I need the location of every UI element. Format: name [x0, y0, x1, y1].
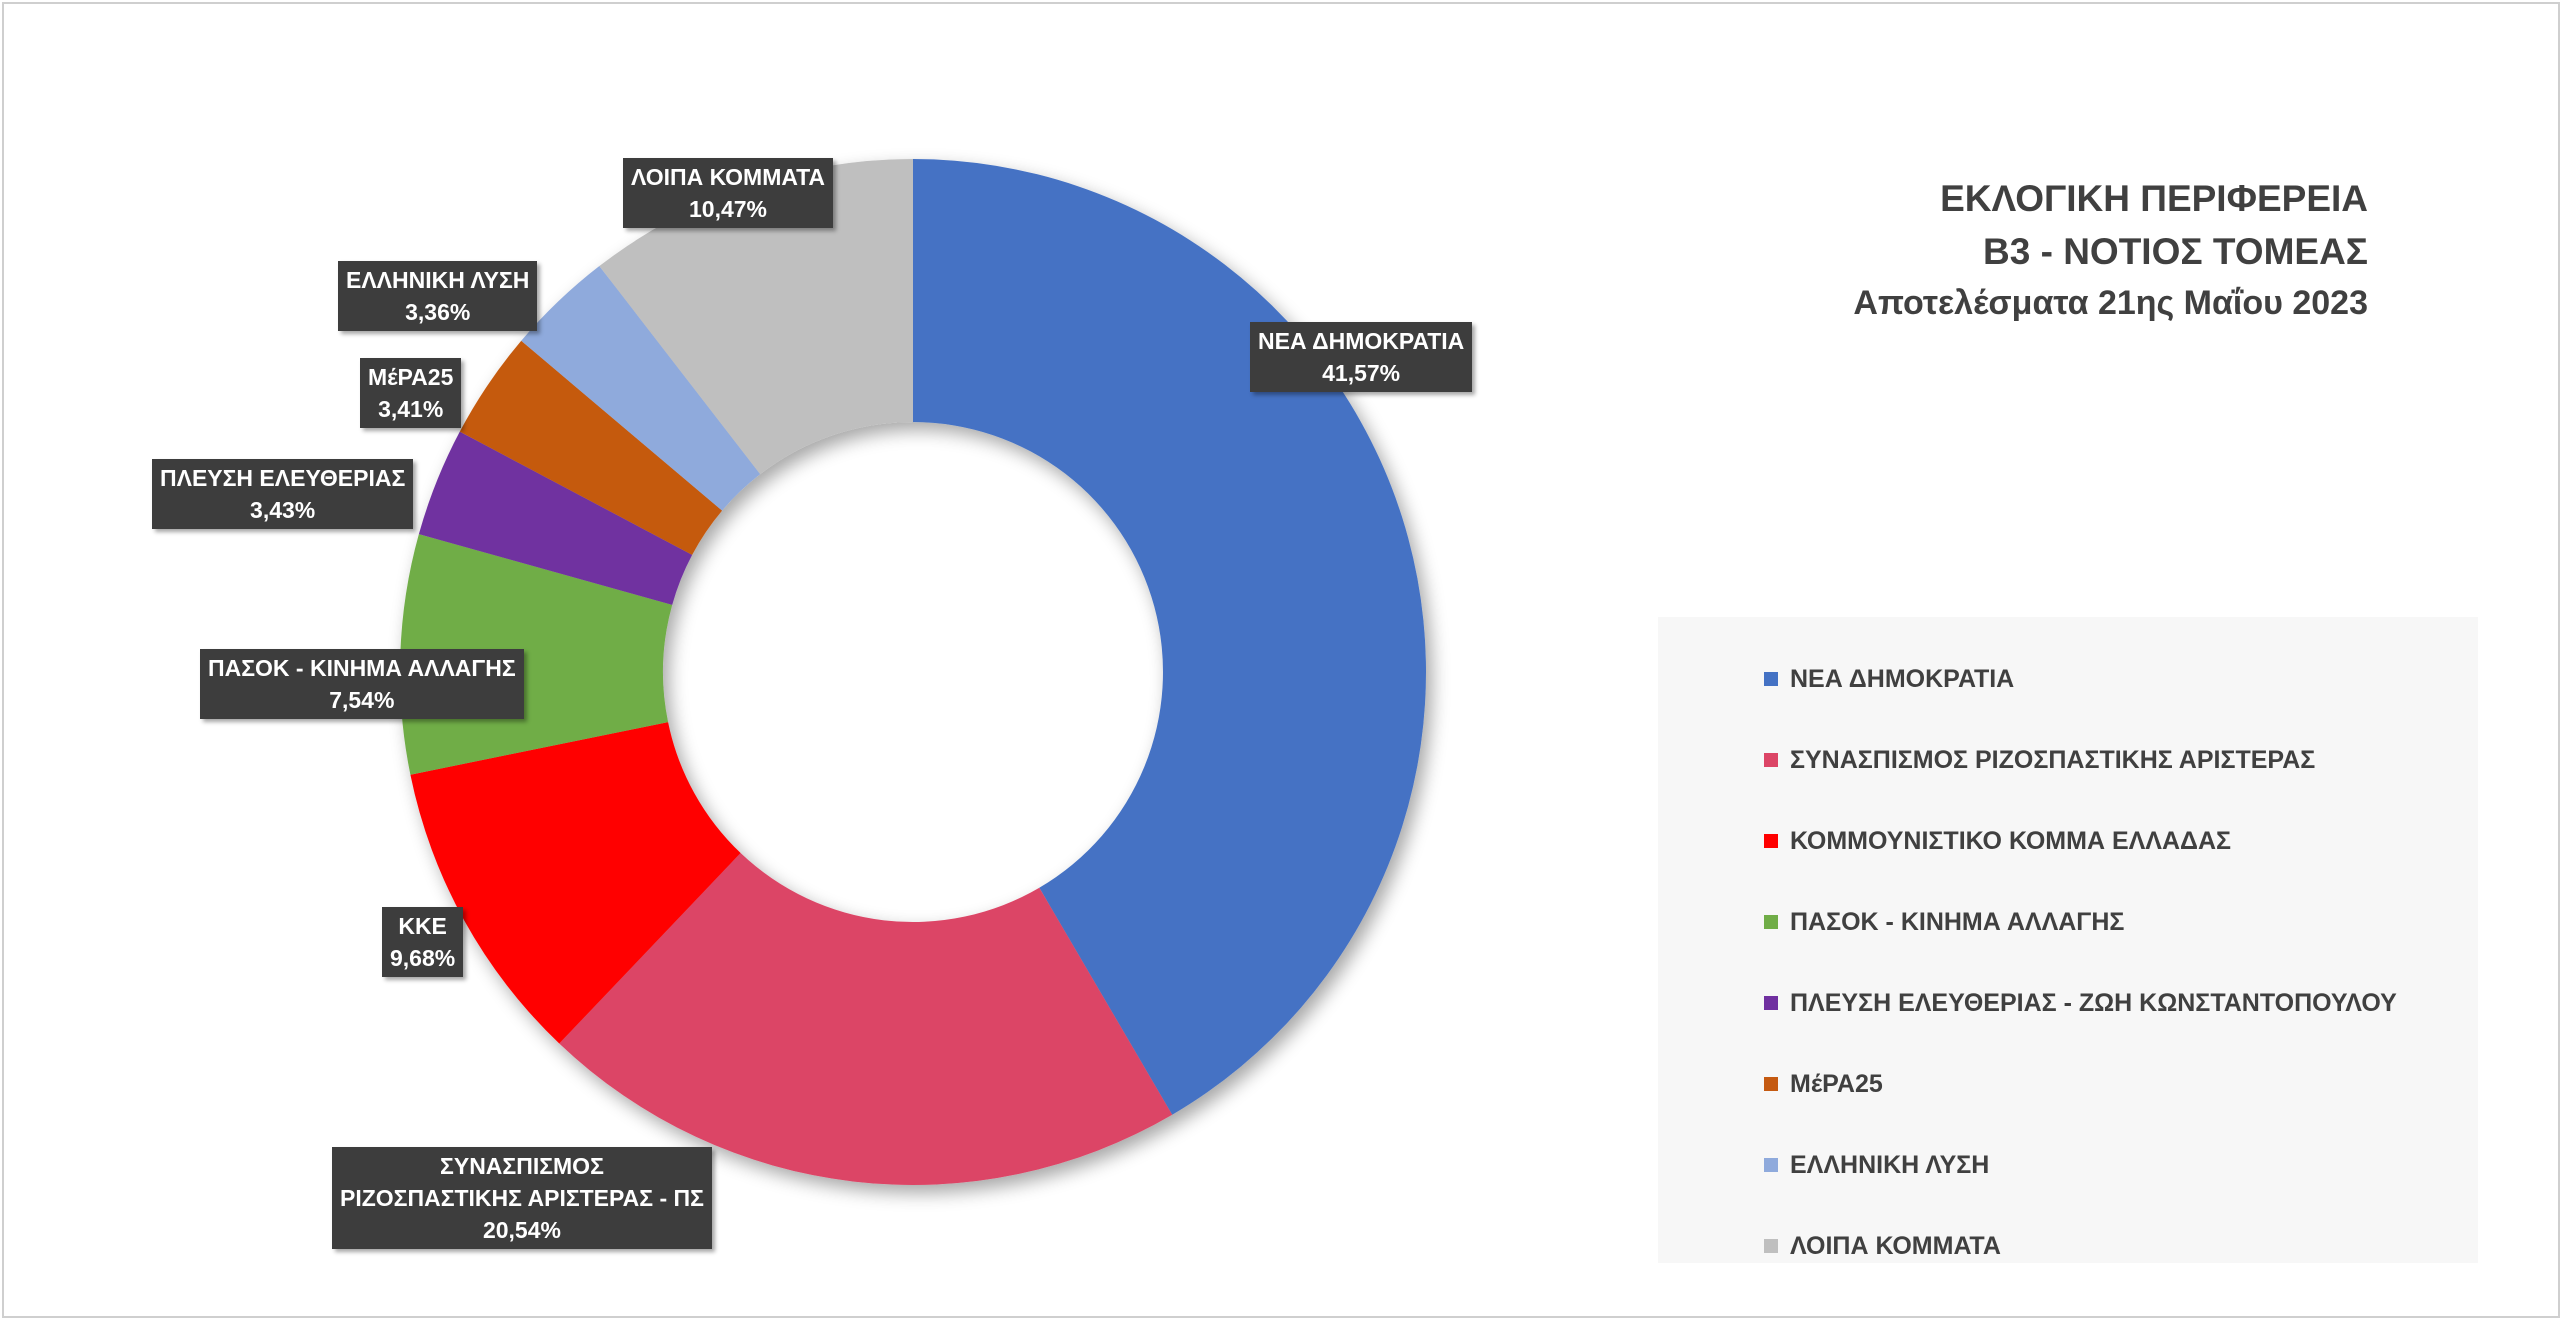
data-label-value: 41,57%	[1322, 360, 1401, 386]
legend-swatch	[1764, 672, 1778, 686]
data-label-name-line: ΛΟΙΠΑ ΚΟΜΜΑΤΑ	[631, 164, 826, 190]
slice-1	[559, 853, 1173, 1186]
legend: ΝΕΑ ΔΗΜΟΚΡΑΤΙΑ ΣΥΝΑΣΠΙΣΜΟΣ ΡΙΖΟΣΠΑΣΤΙΚΗΣ …	[1658, 617, 2478, 1263]
data-label-name-line: ΠΑΣΟΚ - ΚΙΝΗΜΑ ΑΛΛΑΓΗΣ	[208, 655, 516, 681]
data-label-0: ΝΕΑ ΔΗΜΟΚΡΑΤΙΑ 41,57%	[1250, 322, 1473, 392]
data-label-value: 20,54%	[482, 1217, 561, 1243]
title-line-2: Β3 - ΝΟΤΙΟΣ ΤΟΜΕΑΣ	[1983, 231, 2368, 272]
title-line-3: Αποτελέσματα 21ης Μαΐου 2023	[1853, 284, 2368, 322]
data-label-name-line: ΝΕΑ ΔΗΜΟΚΡΑΤΙΑ	[1258, 328, 1465, 354]
legend-item: ΣΥΝΑΣΠΙΣΜΟΣ ΡΙΖΟΣΠΑΣΤΙΚΗΣ ΑΡΙΣΤΕΡΑΣ	[1764, 740, 2315, 780]
legend-item: ΜέΡΑ25	[1764, 1064, 1883, 1104]
slice-7	[599, 159, 913, 475]
legend-label: ΠΛΕΥΣΗ ΕΛΕΥΘΕΡΙΑΣ - ΖΩΗ ΚΩΝΣΤΑΝΤΟΠΟΥΛΟΥ	[1790, 988, 2397, 1017]
legend-label: ΜέΡΑ25	[1790, 1069, 1883, 1098]
data-label-value: 3,36%	[405, 299, 471, 325]
legend-label: ΣΥΝΑΣΠΙΣΜΟΣ ΡΙΖΟΣΠΑΣΤΙΚΗΣ ΑΡΙΣΤΕΡΑΣ	[1790, 745, 2316, 774]
data-label-name-line: ΚΚΕ	[398, 913, 447, 939]
legend-label: ΕΛΛΗΝΙΚΗ ΛΥΣΗ	[1790, 1150, 1990, 1179]
data-label-name-line: ΕΛΛΗΝΙΚΗ ΛΥΣΗ	[346, 267, 530, 293]
data-label-name-line: ΡΙΖΟΣΠΑΣΤΙΚΗΣ ΑΡΙΣΤΕΡΑΣ - ΠΣ	[340, 1185, 704, 1211]
legend-label: ΠΑΣΟΚ - ΚΙΝΗΜΑ ΑΛΛΑΓΗΣ	[1790, 907, 2125, 936]
data-label-5: ΜέΡΑ25 3,41%	[360, 358, 462, 428]
legend-label: ΝΕΑ ΔΗΜΟΚΡΑΤΙΑ	[1790, 664, 2015, 693]
data-label-value: 3,41%	[378, 396, 444, 422]
chart-title: ΕΚΛΟΓΙΚΗ ΠΕΡΙΦΕΡΕΙΑ Β3 - ΝΟΤΙΟΣ ΤΟΜΕΑΣ Α…	[1853, 172, 2368, 328]
data-label-2: ΚΚΕ 9,68%	[382, 907, 464, 977]
slice-6	[521, 266, 761, 511]
legend-item: ΠΛΕΥΣΗ ΕΛΕΥΘΕΡΙΑΣ - ΖΩΗ ΚΩΝΣΤΑΝΤΟΠΟΥΛΟΥ	[1764, 983, 2397, 1023]
data-label-name-line: ΠΛΕΥΣΗ ΕΛΕΥΘΕΡΙΑΣ	[160, 465, 406, 491]
legend-swatch	[1764, 996, 1778, 1010]
legend-label: ΛΟΙΠΑ ΚΟΜΜΑΤΑ	[1790, 1231, 2001, 1260]
data-label-value: 7,54%	[329, 687, 395, 713]
legend-item: ΠΑΣΟΚ - ΚΙΝΗΜΑ ΑΛΛΑΓΗΣ	[1764, 902, 2124, 942]
legend-item: ΝΕΑ ΔΗΜΟΚΡΑΤΙΑ	[1764, 659, 2014, 699]
data-label-name-line: ΜέΡΑ25	[368, 364, 454, 390]
slice-2	[410, 722, 741, 1044]
data-label-7: ΛΟΙΠΑ ΚΟΜΜΑΤΑ 10,47%	[623, 158, 834, 228]
title-line-1: ΕΚΛΟΓΙΚΗ ΠΕΡΙΦΕΡΕΙΑ	[1940, 178, 2368, 219]
legend-swatch	[1764, 834, 1778, 848]
legend-item: ΚΟΜΜΟΥΝΙΣΤΙΚΟ ΚΟΜΜΑ ΕΛΛΑΔΑΣ	[1764, 821, 2231, 861]
data-label-1: ΣΥΝΑΣΠΙΣΜΟΣ ΡΙΖΟΣΠΑΣΤΙΚΗΣ ΑΡΙΣΤΕΡΑΣ - ΠΣ 2…	[332, 1147, 712, 1249]
legend-swatch	[1764, 1158, 1778, 1172]
data-label-value: 3,43%	[250, 497, 316, 523]
legend-swatch	[1764, 915, 1778, 929]
legend-item: ΕΛΛΗΝΙΚΗ ΛΥΣΗ	[1764, 1145, 1989, 1185]
donut-slices	[400, 159, 1427, 1186]
data-label-4: ΠΛΕΥΣΗ ΕΛΕΥΘΕΡΙΑΣ 3,43%	[152, 459, 414, 529]
legend-swatch	[1764, 753, 1778, 767]
slice-5	[459, 340, 723, 555]
slice-0	[913, 159, 1427, 1115]
data-label-6: ΕΛΛΗΝΙΚΗ ΛΥΣΗ 3,36%	[338, 261, 538, 331]
data-label-3: ΠΑΣΟΚ - ΚΙΝΗΜΑ ΑΛΛΑΓΗΣ 7,54%	[200, 649, 524, 719]
data-label-value: 9,68%	[390, 945, 456, 971]
legend-label: ΚΟΜΜΟΥΝΙΣΤΙΚΟ ΚΟΜΜΑ ΕΛΛΑΔΑΣ	[1790, 826, 2232, 855]
data-label-value: 10,47%	[689, 196, 768, 222]
data-label-name-line: ΣΥΝΑΣΠΙΣΜΟΣ	[440, 1153, 604, 1179]
legend-swatch	[1764, 1239, 1778, 1253]
legend-item: ΛΟΙΠΑ ΚΟΜΜΑΤΑ	[1764, 1226, 2001, 1266]
legend-swatch	[1764, 1077, 1778, 1091]
slice-4	[418, 431, 693, 605]
